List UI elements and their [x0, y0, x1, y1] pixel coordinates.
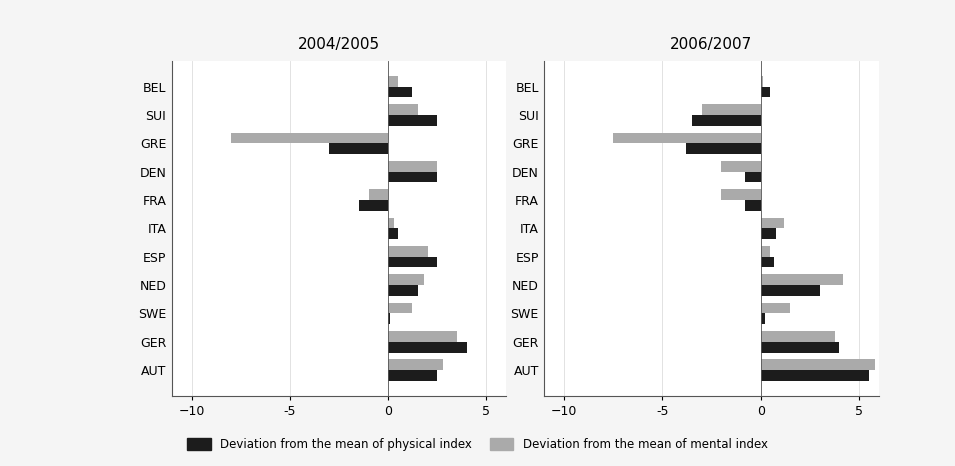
Bar — [760, 331, 836, 342]
Bar — [691, 115, 760, 126]
Bar — [388, 171, 437, 182]
Bar — [359, 200, 388, 211]
Bar — [388, 274, 424, 285]
Bar — [388, 342, 467, 352]
Bar — [329, 144, 388, 154]
Bar — [745, 200, 760, 211]
Bar — [388, 104, 417, 115]
Bar — [388, 161, 437, 171]
Bar — [745, 171, 760, 182]
Bar — [388, 302, 412, 313]
Title: 2004/2005: 2004/2005 — [298, 37, 380, 53]
Bar — [760, 285, 819, 296]
Bar — [760, 76, 763, 87]
Bar — [760, 342, 839, 352]
Bar — [388, 76, 398, 87]
Bar — [388, 257, 437, 267]
Bar — [760, 302, 790, 313]
Bar — [760, 246, 771, 257]
Legend: Deviation from the mean of physical index, Deviation from the mean of mental ind: Deviation from the mean of physical inde… — [182, 433, 773, 455]
Bar — [760, 87, 771, 97]
Bar — [760, 313, 765, 324]
Bar — [613, 132, 760, 144]
Bar — [760, 257, 775, 267]
Bar — [721, 161, 760, 171]
Bar — [388, 370, 437, 381]
Bar — [760, 218, 784, 228]
Bar — [369, 189, 388, 200]
Title: 2006/2007: 2006/2007 — [670, 37, 753, 53]
Bar — [760, 228, 776, 239]
Bar — [388, 331, 457, 342]
Bar — [760, 274, 843, 285]
Bar — [686, 144, 760, 154]
Bar — [702, 104, 760, 115]
Bar — [388, 228, 398, 239]
Bar — [760, 370, 869, 381]
Bar — [388, 246, 428, 257]
Bar — [388, 87, 412, 97]
Bar — [231, 132, 388, 144]
Bar — [760, 359, 875, 370]
Bar — [388, 115, 437, 126]
Bar — [388, 359, 443, 370]
Bar — [721, 189, 760, 200]
Bar — [388, 313, 391, 324]
Bar — [388, 218, 394, 228]
Bar — [388, 285, 417, 296]
